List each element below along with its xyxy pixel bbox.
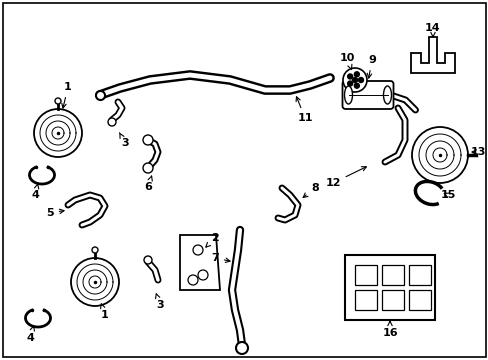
Text: 8: 8 bbox=[303, 183, 318, 198]
Text: 7: 7 bbox=[211, 253, 229, 263]
Circle shape bbox=[198, 270, 207, 280]
Circle shape bbox=[34, 109, 82, 157]
Text: 3: 3 bbox=[119, 133, 128, 148]
Circle shape bbox=[187, 275, 198, 285]
Circle shape bbox=[354, 83, 359, 88]
Circle shape bbox=[92, 247, 98, 253]
Text: 1: 1 bbox=[101, 304, 109, 320]
Circle shape bbox=[354, 72, 359, 77]
Text: 5: 5 bbox=[46, 208, 64, 218]
Bar bbox=[354, 265, 376, 285]
Text: 10: 10 bbox=[339, 53, 354, 69]
Text: 12: 12 bbox=[325, 167, 366, 188]
Circle shape bbox=[358, 77, 363, 82]
Text: 2: 2 bbox=[205, 233, 219, 247]
Bar bbox=[408, 290, 430, 310]
Text: 6: 6 bbox=[144, 176, 152, 192]
Text: 4: 4 bbox=[31, 184, 39, 200]
Text: 1: 1 bbox=[61, 82, 72, 108]
Text: 15: 15 bbox=[439, 190, 455, 200]
Circle shape bbox=[411, 127, 467, 183]
Circle shape bbox=[193, 245, 203, 255]
Text: 9: 9 bbox=[366, 55, 375, 78]
Circle shape bbox=[342, 68, 366, 92]
Text: 14: 14 bbox=[425, 23, 440, 37]
Circle shape bbox=[71, 258, 119, 306]
Circle shape bbox=[142, 163, 153, 173]
FancyBboxPatch shape bbox=[345, 255, 434, 320]
Circle shape bbox=[347, 74, 352, 79]
Text: 4: 4 bbox=[26, 326, 34, 343]
Circle shape bbox=[347, 81, 352, 86]
Text: 11: 11 bbox=[295, 97, 312, 123]
Bar bbox=[381, 290, 403, 310]
Text: 13: 13 bbox=[469, 147, 485, 157]
Circle shape bbox=[55, 98, 61, 104]
Circle shape bbox=[143, 256, 152, 264]
Ellipse shape bbox=[344, 86, 352, 104]
Circle shape bbox=[352, 77, 357, 82]
Bar bbox=[354, 290, 376, 310]
Circle shape bbox=[236, 342, 247, 354]
Text: 16: 16 bbox=[382, 321, 397, 338]
Text: 3: 3 bbox=[155, 294, 163, 310]
Ellipse shape bbox=[383, 86, 391, 104]
Circle shape bbox=[142, 135, 153, 145]
Bar bbox=[408, 265, 430, 285]
Circle shape bbox=[108, 118, 116, 126]
FancyBboxPatch shape bbox=[342, 81, 393, 109]
Bar bbox=[381, 265, 403, 285]
